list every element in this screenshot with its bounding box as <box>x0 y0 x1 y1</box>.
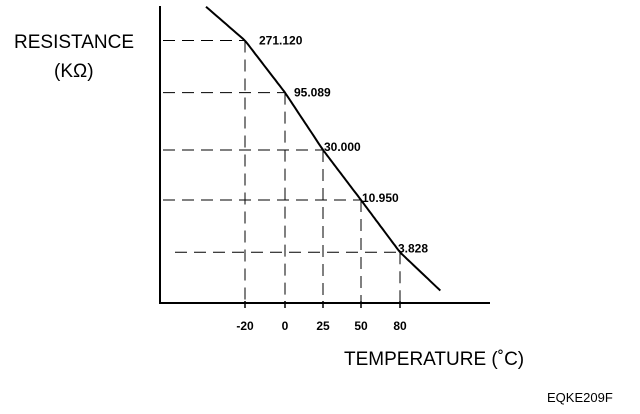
x-tick-label: -20 <box>236 319 254 333</box>
data-label: 10.950 <box>362 191 399 205</box>
figure-code: EQKE209F <box>547 390 613 405</box>
x-tick-label: 50 <box>354 319 368 333</box>
x-tick-label: 25 <box>316 319 330 333</box>
data-label: 95.089 <box>294 86 331 100</box>
data-label: 3.828 <box>398 241 428 255</box>
dashed-guide-lines <box>163 40 401 308</box>
data-label: 30.000 <box>324 140 361 154</box>
y-axis-title-line2: (KΩ) <box>54 61 94 82</box>
x-tick-label: 80 <box>393 319 407 333</box>
x-axis-title: TEMPERATURE (˚C) <box>344 349 524 370</box>
resistance-curve <box>205 5 442 292</box>
data-label: 271.120 <box>259 34 303 48</box>
data-labels: 271.120 95.089 30.000 10.950 3.828 <box>259 34 428 256</box>
y-axis-title-line1: RESISTANCE <box>14 32 134 53</box>
x-tick-label: 0 <box>282 319 289 333</box>
x-tick-labels: -20 0 25 50 80 <box>236 319 407 333</box>
